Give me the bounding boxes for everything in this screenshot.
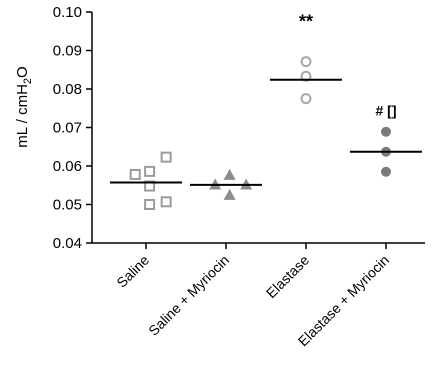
data-point	[223, 168, 236, 180]
data-marks: ** # []	[110, 12, 422, 210]
data-point	[144, 165, 156, 177]
y-tick-label: 0.10	[53, 4, 82, 21]
significance-annotation: # []	[376, 103, 397, 119]
series-1	[190, 168, 262, 200]
y-tick-label: 0.04	[53, 235, 82, 252]
y-tick-label: 0.09	[53, 43, 82, 60]
y-tick-label: 0.08	[53, 81, 82, 98]
data-point	[300, 56, 312, 68]
y-tick-label: 0.07	[53, 120, 82, 137]
significance-annotation: **	[299, 12, 313, 32]
data-point	[144, 199, 156, 210]
data-point	[223, 188, 236, 200]
data-point	[381, 166, 391, 177]
x-tick-label: Elastase + Myriocin	[295, 252, 392, 349]
series-2: **	[270, 12, 342, 105]
y-tick-label: 0.06	[53, 158, 82, 175]
y-axis-title: mL / cmH2O	[14, 66, 34, 147]
series-0	[110, 151, 182, 210]
data-point	[144, 180, 156, 192]
data-point	[129, 168, 141, 180]
y-tick-label: 0.05	[53, 197, 82, 214]
data-point	[160, 196, 172, 208]
data-point	[300, 70, 312, 82]
x-tick-label: Saline + Myriocin	[145, 252, 232, 339]
y-axis: 0.04 0.05 0.06 0.07 0.08 0.09 0.10	[53, 4, 93, 252]
series-3: # []	[350, 103, 422, 177]
x-tick-label: Saline	[113, 252, 152, 291]
data-point	[381, 126, 391, 137]
x-tick-label: Elastase	[263, 252, 312, 301]
data-point	[300, 93, 312, 105]
data-point	[160, 151, 172, 163]
